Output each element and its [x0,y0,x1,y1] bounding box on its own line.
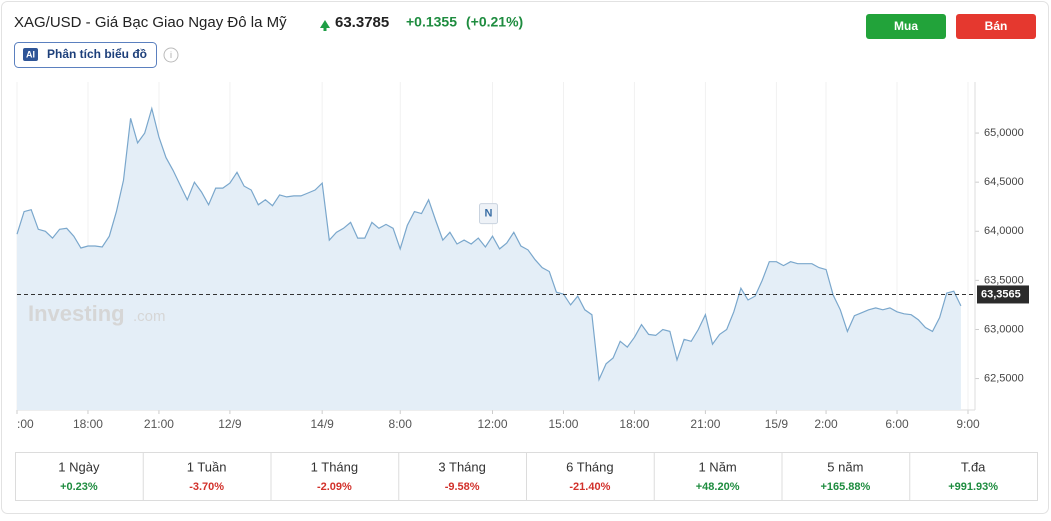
last-price-box [977,285,1029,304]
y-tick-label: 62,5000 [984,372,1024,384]
period-label: 6 Tháng [566,459,613,474]
performance-table: 1 Ngày +0.23% 1 Tuần -3.70% 1 Tháng -2.09% 3 T… [15,452,1038,501]
ai-badge: AI [26,49,35,59]
buy-button-box [866,14,946,39]
info-icon-glyph: i [170,50,172,60]
x-tick-label: 18:00 [619,417,649,431]
watermark-brand: Investing [28,301,125,326]
x-tick-label: 21:00 [690,417,720,431]
annotation-box [479,203,498,225]
period-label: 3 Tháng [438,459,485,474]
info-icon[interactable] [163,47,179,63]
price-change-pct: (+0.21%) [466,14,523,30]
analysis-button[interactable]: AI Phân tích biểu đồ [14,42,157,68]
x-tick-label: 15/9 [765,417,789,431]
x-tick-label: 2:00 [814,417,838,431]
y-tick-label: 63,0000 [984,323,1024,335]
x-tick-label: 14/9 [310,417,334,431]
annotation-label: N [485,207,493,219]
chart: :00 18:00 21:00 12/9 14/9 8:00 12:00 15:00 18:00… [16,82,1029,431]
period-change: -9.58% [445,481,480,493]
x-tick-label: 21:00 [144,417,174,431]
analysis-label: Phân tích biểu đồ [47,47,147,61]
instrument-title: XAG/USD - Giá Bạc Giao Ngay Đô la Mỹ [14,14,287,31]
x-tick-label: :00 [17,417,34,431]
x-tick-label: 12:00 [477,417,507,431]
period-change: -21.40% [569,481,610,493]
price-change: +0.1355 [406,14,457,30]
x-tick-label: 12/9 [218,417,242,431]
watermark-suffix: .com [133,308,166,325]
analysis-button-box [14,42,157,68]
x-tick-label: 6:00 [885,417,909,431]
y-tick-label: 64,0000 [984,225,1024,237]
area [17,108,961,410]
buy-button[interactable]: Mua [866,14,946,39]
up-arrow [320,20,330,31]
x-tick-label: 18:00 [73,417,103,431]
period-label: 1 Tháng [311,459,358,474]
period-change: -3.70% [189,481,224,493]
last-price-label: 63,3565 [981,288,1021,300]
period-label: 1 Tuần [187,459,227,474]
period-change: +991.93% [948,481,998,493]
period-label: 1 Ngày [58,459,100,474]
period-change: +48.20% [696,481,740,493]
period-label: T.đa [961,459,986,474]
x-tick-label: 15:00 [548,417,578,431]
sell-button-box [956,14,1036,39]
sell-label: Bán [985,19,1008,33]
period-label: 1 Năm [698,459,736,474]
y-tick-label: 65,0000 [984,127,1024,139]
ai-badge-box [23,48,38,61]
sell-button[interactable]: Bán [956,14,1036,39]
period-change: -2.09% [317,481,352,493]
x-tick-label: 8:00 [389,417,413,431]
period-change: +0.23% [60,481,98,493]
x-tick-label: 9:00 [956,417,980,431]
line [16,106,962,382]
period-change: +165.88% [820,481,870,493]
period-label: 5 năm [827,459,863,474]
y-tick-label: 63,5000 [984,274,1024,286]
buy-label: Mua [894,19,918,33]
price: 63.3785 [335,14,389,31]
y-tick-label: 64,5000 [984,176,1024,188]
